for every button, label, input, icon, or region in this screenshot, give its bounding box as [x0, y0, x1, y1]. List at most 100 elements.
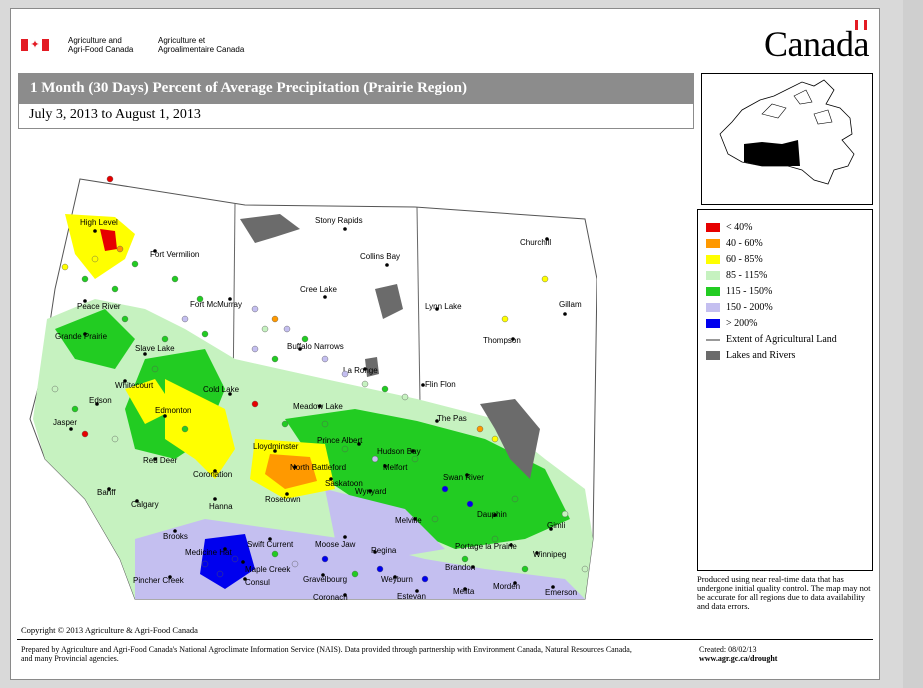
city-dot [213, 469, 217, 473]
station-marker [411, 455, 419, 463]
station-marker [106, 175, 114, 183]
city-dot [107, 487, 111, 491]
station-marker [291, 560, 299, 568]
station-marker [321, 355, 329, 363]
city-label: Moose Jaw [315, 540, 356, 549]
zone-150-200 [135, 519, 585, 599]
city-dot [321, 573, 325, 577]
city-label: Dauphin [477, 510, 507, 519]
zone-40-60 [265, 454, 317, 489]
city-label: Gillam [559, 300, 582, 309]
station-marker [171, 275, 179, 283]
city-dot [93, 229, 97, 233]
window-scrollbar[interactable] [903, 0, 923, 688]
website-link[interactable]: www.agr.gc.ca/drought [699, 654, 778, 663]
legend-swatch [706, 271, 720, 280]
copyright: Copyright © 2013 Agriculture & Agri-Food… [21, 625, 198, 635]
station-marker [231, 555, 239, 563]
city-label: Morden [493, 582, 520, 591]
org-name-fr: Agriculture et Agroalimentaire Canada [158, 36, 245, 54]
city-label: Slave Lake [135, 344, 175, 353]
city-label: The Pas [437, 414, 467, 423]
station-marker [421, 575, 429, 583]
city-label: Calgary [131, 500, 159, 509]
city-label: Banff [97, 488, 116, 497]
city-dot [421, 383, 425, 387]
lake-athabasca [240, 214, 300, 243]
station-marker [196, 295, 204, 303]
city-dot [393, 575, 397, 579]
station-marker [81, 275, 89, 283]
city-label: Cree Lake [300, 285, 337, 294]
station-marker [81, 430, 89, 438]
city-label: Estevan [397, 592, 426, 601]
city-dot [465, 473, 469, 477]
city-label: Hudson Bay [377, 447, 421, 456]
city-label: Stony Rapids [315, 216, 363, 225]
city-dot [243, 577, 247, 581]
station-marker [341, 445, 349, 453]
city-dot [83, 299, 87, 303]
zone-under-40 [100, 229, 117, 251]
city-label: Coronach [313, 593, 348, 602]
station-marker [283, 325, 291, 333]
city-label: Swan River [443, 473, 484, 482]
city-dot [385, 263, 389, 267]
city-dot [435, 419, 439, 423]
station-marker [501, 315, 509, 323]
station-marker [281, 420, 289, 428]
city-dot [241, 560, 245, 564]
station-marker [466, 500, 474, 508]
city-label: La Ronge [343, 366, 378, 375]
legend-swatch [706, 319, 720, 328]
city-label: Meadow Lake [293, 402, 343, 411]
city-dot [535, 551, 539, 555]
city-dot [411, 449, 415, 453]
city-label: Jasper [53, 418, 77, 427]
station-marker [181, 425, 189, 433]
city-dot [513, 581, 517, 585]
city-dot [363, 367, 367, 371]
prepared-by: Prepared by Agriculture and Agri-Food Ca… [21, 645, 632, 663]
arctic-islands [761, 89, 833, 125]
lac-la-ronge [365, 357, 379, 377]
city-label: Flin Flon [425, 380, 456, 389]
city-label: Pincher Creek [133, 576, 185, 585]
city-dot [293, 465, 297, 469]
city-dot [298, 347, 302, 351]
city-label: Thompson [483, 336, 521, 345]
city-label: Weyburn [381, 575, 413, 584]
city-dot [123, 379, 127, 383]
legend-swatch [706, 223, 720, 232]
city-label: Grande Prairie [55, 332, 108, 341]
city-label: Churchill [520, 238, 551, 247]
city-label: Melita [453, 587, 475, 596]
city-label: Portage la Prairie [455, 542, 517, 551]
legend-swatch [706, 239, 720, 248]
city-label: Peace River [77, 302, 121, 311]
station-marker [91, 255, 99, 263]
city-dot [163, 414, 167, 418]
city-dot [153, 457, 157, 461]
city-label: Fort McMurray [190, 300, 242, 309]
city-label: Whitecourt [115, 381, 154, 390]
city-dot [153, 249, 157, 253]
city-dot [343, 535, 347, 539]
station-marker [431, 515, 439, 523]
precip-zones [33, 214, 593, 599]
station-marker [371, 455, 379, 463]
city-dot [213, 497, 217, 501]
zone-60-85 [125, 379, 175, 424]
city-dot [318, 404, 322, 408]
city-label: Medicine Hat [185, 548, 232, 557]
city-dot [413, 517, 417, 521]
map-legend: < 40% 40 - 60% 60 - 85% 85 - 115% 115 - … [697, 209, 873, 571]
city-label: Edmonton [155, 406, 191, 415]
station-marker [521, 565, 529, 573]
station-marker [151, 365, 159, 373]
city-dot [463, 587, 467, 591]
station-marker [476, 425, 484, 433]
city-dot [168, 575, 172, 579]
city-label: Emerson [545, 588, 577, 597]
city-dot [435, 307, 439, 311]
